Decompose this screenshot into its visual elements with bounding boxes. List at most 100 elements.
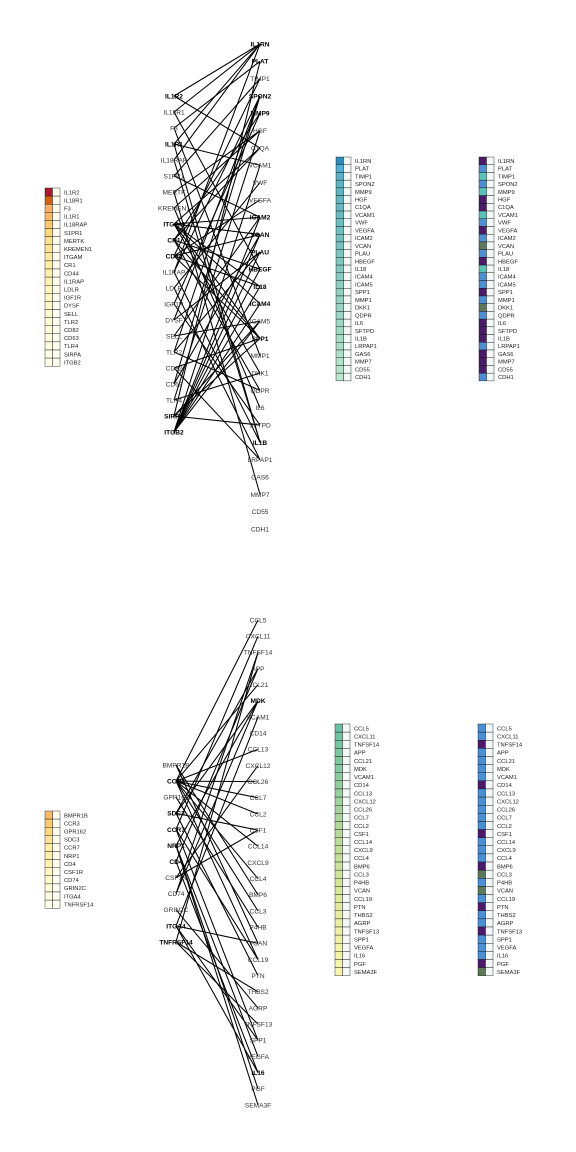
ligand-cell-blank-a-spp1 — [343, 288, 352, 297]
ligand-label-vcam1: VCAM1 — [247, 714, 270, 721]
receiver-cell-tlr2 — [44, 317, 53, 326]
ligand-label-ccl3: CCL3 — [250, 908, 267, 915]
receiver-colorbar-bottom: BMPR1B CCR3 GPR162 SDC3 CCR7 NRP1 CD4 CSF1R CD74… — [44, 810, 94, 908]
ligand-bar-label-b-csf1: CSF1 — [497, 832, 512, 838]
ligand-bar-label-a-mmp9: MMP9 — [355, 190, 372, 196]
receiver-label-cd63: CD63 — [166, 381, 183, 388]
ligand-cell-a-c1qa — [335, 203, 344, 212]
receiver-label-s1pr1: S1PR1 — [164, 173, 185, 180]
edge-ccr3-ccl14 — [175, 780, 259, 847]
ligand-cell-blank-b-lrpap1 — [486, 342, 495, 351]
ligand-cell-b-ccl19 — [477, 894, 486, 903]
receiver-label-ldlr: LDLR — [166, 285, 183, 292]
ligand-cell-b-spp1 — [477, 934, 486, 944]
ligand-cell-b-il6 — [478, 318, 487, 328]
receiver-label-sirpa: SIRPA — [164, 413, 184, 420]
receiver-bar-label-itga4: ITGA4 — [64, 894, 82, 900]
receiver-cell-blank-cd4 — [52, 859, 61, 868]
receiver-bar-label-ldlr: LDLR — [64, 288, 79, 294]
ligand-label-mmp7: MMP7 — [250, 492, 269, 499]
receiver-cell-blank-il1r2 — [52, 187, 61, 197]
ligand-bar-label-a-ccl2: CCL2 — [354, 824, 369, 830]
ligand-cell-blank-b-tnfsf14 — [485, 740, 494, 749]
ligand-cell-blank-a-tnfsf13 — [342, 926, 351, 936]
ligand-bar-label-a-mmp1: MMP1 — [355, 298, 372, 304]
receiver-cell-blank-igf1r — [52, 293, 61, 302]
ligand-bar-label-a-il6: IL6 — [355, 321, 363, 327]
receiver-cell-blank-cd63 — [52, 333, 61, 343]
ligand-cell-b-icam5 — [478, 280, 487, 289]
receiver-bar-label-ccr3: CCR3 — [64, 821, 80, 827]
ligand-cell-a-sema3f — [334, 967, 343, 976]
ligand-bar-label-b-il1b: IL1B — [498, 336, 510, 342]
edge-cd82-lrpap1 — [173, 367, 261, 461]
ligand-bar-label-b-cd14: CD14 — [497, 783, 513, 789]
edge-kremen1-il6 — [173, 207, 261, 408]
receiver-label-cd82: CD82 — [166, 365, 183, 372]
edge-itgb2-icam4 — [173, 303, 261, 433]
receiver-cell-bmpr1b — [44, 810, 53, 820]
ligand-cell-b-app — [477, 748, 486, 757]
ligand-cell-b-mmp7 — [478, 357, 487, 366]
ligand-bar-label-a-cd14: CD14 — [354, 783, 370, 789]
ligand-cell-b-ccl26 — [477, 805, 486, 814]
ligand-cell-blank-b-p4hb — [485, 878, 494, 887]
ligand-cell-b-dkk1 — [478, 303, 487, 312]
edge-mertk-hgf — [173, 130, 261, 193]
ligand-cell-blank-b-cxcl9 — [485, 845, 494, 855]
ligand-label-vcan: VCAN — [251, 232, 270, 239]
edge-il1rap-il1b — [173, 271, 261, 443]
ligand-cell-blank-b-gas6 — [486, 349, 495, 358]
ligand-cell-b-pgf — [477, 959, 486, 968]
ligand-bar-label-a-vcam1: VCAM1 — [355, 213, 375, 219]
ligand-cell-b-icam2 — [478, 233, 487, 243]
receiver-labels-top: IL1R2 IL18R1 F3 IL1R1 IL18RAP S1PR1 MERTK KREME… — [158, 93, 190, 436]
ligand-cell-blank-a-icam5 — [343, 280, 352, 289]
ligand-cell-a-cd14 — [334, 780, 343, 790]
receiver-cell-blank-ldlr — [52, 285, 61, 294]
ligand-label-spp1: SPP1 — [252, 336, 269, 343]
ligand-cell-blank-a-vcan — [343, 241, 352, 250]
receiver-cell-il18r1 — [44, 195, 53, 205]
receiver-label-nrp1: NRP1 — [167, 843, 185, 850]
ligand-bar-label-b-icam4: ICAM4 — [498, 275, 516, 281]
receiver-cell-grin2c — [44, 883, 53, 893]
receiver-cell-cd63 — [44, 333, 53, 343]
receiver-label-igf1r: IGF1R — [164, 301, 184, 308]
receiver-bar-label-sdc3: SDC3 — [64, 838, 79, 844]
ligand-cell-b-il18 — [478, 264, 487, 273]
ligand-cell-blank-a-spon2 — [343, 179, 352, 189]
ligand-cell-a-ccl21 — [334, 756, 343, 765]
receiver-cell-blank-bmpr1b — [52, 810, 61, 820]
ligand-cell-blank-b-dkk1 — [486, 303, 495, 312]
receiver-cell-cd4 — [44, 859, 53, 868]
receiver-bar-label-il18rap: IL18RAP — [64, 223, 87, 229]
ligand-cell-blank-a-vwf — [343, 218, 352, 227]
receiver-cell-f3 — [44, 203, 53, 213]
ligand-cell-blank-a-hgf — [343, 195, 352, 204]
ligand-cell-blank-b-ccl14 — [485, 837, 494, 846]
receiver-bar-label-csf1r: CSF1R — [64, 870, 83, 876]
ligand-bar-label-a-plat: PLAT — [355, 167, 370, 173]
edge-ccr3-ccl7 — [175, 780, 259, 799]
ligand-cell-blank-b-spp1 — [485, 934, 494, 944]
edge-cd74-tnfsf14 — [175, 652, 259, 894]
ligand-bar-label-a-c1qa: C1QA — [355, 205, 371, 211]
ligand-bar-label-b-dkk1: DKK1 — [498, 306, 513, 312]
ligand-cell-blank-b-tnfsf13 — [485, 926, 494, 936]
ligand-cell-blank-b-icam4 — [486, 272, 495, 281]
ligand-cell-blank-a-tnfsf14 — [342, 740, 351, 749]
receiver-label-grin2c: GRIN2C — [164, 907, 189, 914]
receiver-cell-blank-itgb2 — [52, 357, 61, 367]
ligand-label-cd55: CD55 — [252, 509, 269, 516]
ligand-cell-b-cxcl12 — [477, 796, 486, 806]
ligand-bar-label-a-gas6: GAS6 — [355, 352, 370, 358]
ligand-label-tnfsf14: TNFSF14 — [244, 650, 273, 657]
ligand-cell-a-spp1 — [334, 934, 343, 944]
receiver-label-itga4: ITGA4 — [166, 923, 186, 930]
ligand-label-qdpr: QDPR — [250, 388, 269, 395]
ligand-cell-a-agrp — [334, 918, 343, 928]
receiver-cell-ldlr — [44, 285, 53, 294]
ligand-cell-a-il6 — [335, 318, 344, 328]
edge-ldlr-vwf — [173, 182, 261, 289]
